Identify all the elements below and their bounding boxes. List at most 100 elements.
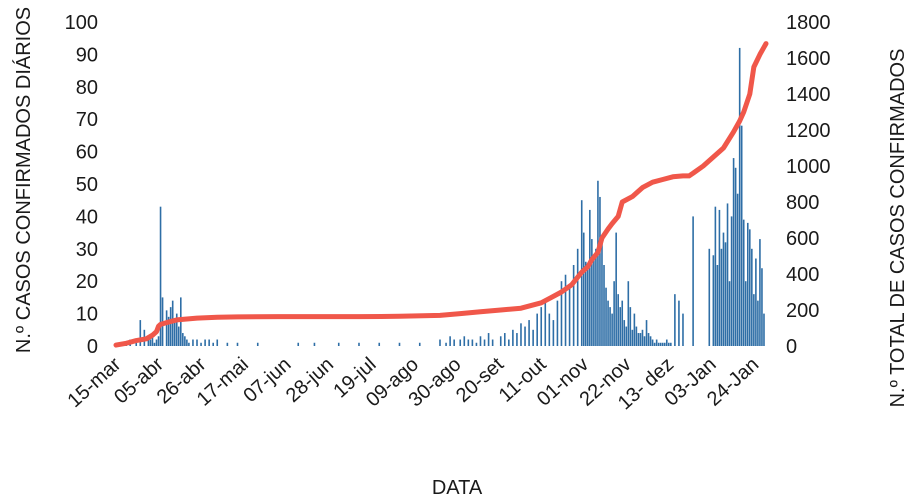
daily-bar: [609, 307, 611, 346]
daily-bar: [659, 342, 662, 346]
daily-bar: [418, 342, 421, 346]
left-tick-label: 20: [76, 271, 98, 293]
daily-bar: [169, 307, 172, 346]
daily-bar: [524, 326, 526, 346]
daily-bar: [613, 281, 615, 346]
daily-bar: [617, 294, 619, 346]
daily-bar: [603, 265, 605, 346]
daily-bar: [548, 313, 551, 346]
daily-bar: [716, 265, 719, 346]
daily-bar: [615, 232, 617, 346]
x-tick-label: 28-jun: [282, 353, 338, 407]
daily-bar: [196, 339, 198, 346]
daily-bar: [378, 342, 381, 346]
daily-bar: [453, 339, 455, 346]
cumulative-cases-line: [113, 41, 769, 348]
daily-bar: [755, 258, 757, 346]
daily-bar: [556, 300, 559, 346]
daily-bar: [763, 313, 765, 346]
daily-cases-bars: [121, 47, 765, 347]
daily-bar: [479, 336, 482, 346]
cumulative-line: [113, 41, 769, 348]
right-tick-label: 800: [786, 192, 819, 214]
daily-bar: [256, 342, 259, 346]
daily-bar: [149, 339, 152, 346]
daily-bar: [182, 333, 184, 346]
left-tick-label: 50: [76, 174, 98, 196]
daily-bar: [589, 209, 591, 346]
daily-bar: [544, 300, 547, 346]
daily-bar: [724, 242, 727, 346]
daily-bar: [572, 265, 575, 346]
daily-bar: [643, 336, 646, 346]
daily-bar: [151, 336, 154, 346]
daily-bar: [463, 336, 466, 346]
daily-bar: [177, 326, 180, 346]
left-tick-label: 10: [76, 304, 98, 326]
daily-bar: [623, 320, 626, 346]
right-tick-label: 400: [786, 264, 819, 286]
daily-bar: [560, 281, 563, 346]
daily-bar: [720, 248, 723, 346]
right-tick-label: 1600: [786, 48, 831, 70]
daily-bar: [186, 339, 188, 346]
right-tick-label: 1200: [786, 120, 831, 142]
daily-bar: [475, 342, 478, 346]
daily-bar: [157, 336, 160, 346]
daily-bar: [718, 209, 721, 346]
daily-bar: [564, 274, 567, 346]
daily-bar: [665, 339, 668, 346]
daily-bar: [313, 342, 316, 346]
daily-bar: [621, 300, 624, 346]
daily-bar: [726, 203, 729, 346]
daily-bar: [641, 329, 644, 346]
x-tick-label: 20-set: [452, 353, 508, 407]
left-tick-label: 70: [76, 109, 98, 131]
right-axis-ticks: 0 200 400 600 800 1000 1200 1400 1600 1800: [786, 12, 831, 358]
daily-bar: [728, 281, 731, 346]
daily-bar: [520, 323, 522, 346]
daily-bar: [155, 339, 158, 346]
daily-bar: [653, 342, 656, 346]
daily-bar: [761, 268, 763, 346]
daily-bar: [753, 294, 755, 346]
daily-bar: [337, 342, 340, 346]
daily-bar: [216, 339, 219, 346]
daily-bar: [736, 193, 739, 346]
daily-bar: [147, 336, 150, 346]
daily-bar: [661, 342, 664, 346]
right-tick-label: 1800: [786, 12, 831, 34]
left-tick-label: 30: [76, 239, 98, 261]
daily-bar: [593, 255, 595, 346]
daily-bar: [746, 222, 749, 346]
daily-bar: [625, 326, 628, 346]
daily-bar: [663, 342, 666, 346]
daily-bar: [398, 342, 401, 346]
daily-bar: [139, 320, 142, 346]
daily-bar: [591, 239, 593, 346]
daily-bar: [670, 342, 672, 346]
daily-bar: [631, 329, 634, 346]
x-tick-label: 07-jun: [239, 353, 295, 407]
left-tick-label: 90: [76, 44, 98, 66]
left-axis-ticks: 0 10 20 30 40 50 60 70 80 90 100: [65, 12, 98, 358]
daily-bar: [682, 313, 684, 346]
daily-bar: [358, 342, 360, 346]
daily-bar: [757, 300, 759, 346]
right-tick-label: 600: [786, 228, 819, 250]
daily-bar: [135, 342, 138, 346]
x-axis-label: DATA: [432, 477, 483, 499]
left-tick-label: 100: [65, 12, 98, 34]
daily-bar: [487, 333, 490, 346]
daily-bar: [637, 333, 640, 346]
daily-bar: [674, 294, 676, 346]
daily-bar: [692, 216, 694, 346]
daily-bar: [651, 339, 654, 346]
daily-bar: [629, 307, 632, 346]
daily-bar: [584, 261, 587, 346]
right-tick-label: 1400: [786, 84, 831, 106]
daily-bar: [734, 167, 737, 346]
daily-bar: [605, 287, 607, 346]
x-axis-ticks: 15-mar05-abr26-abr17-mai07-jun28-jun19-j…: [64, 353, 764, 414]
